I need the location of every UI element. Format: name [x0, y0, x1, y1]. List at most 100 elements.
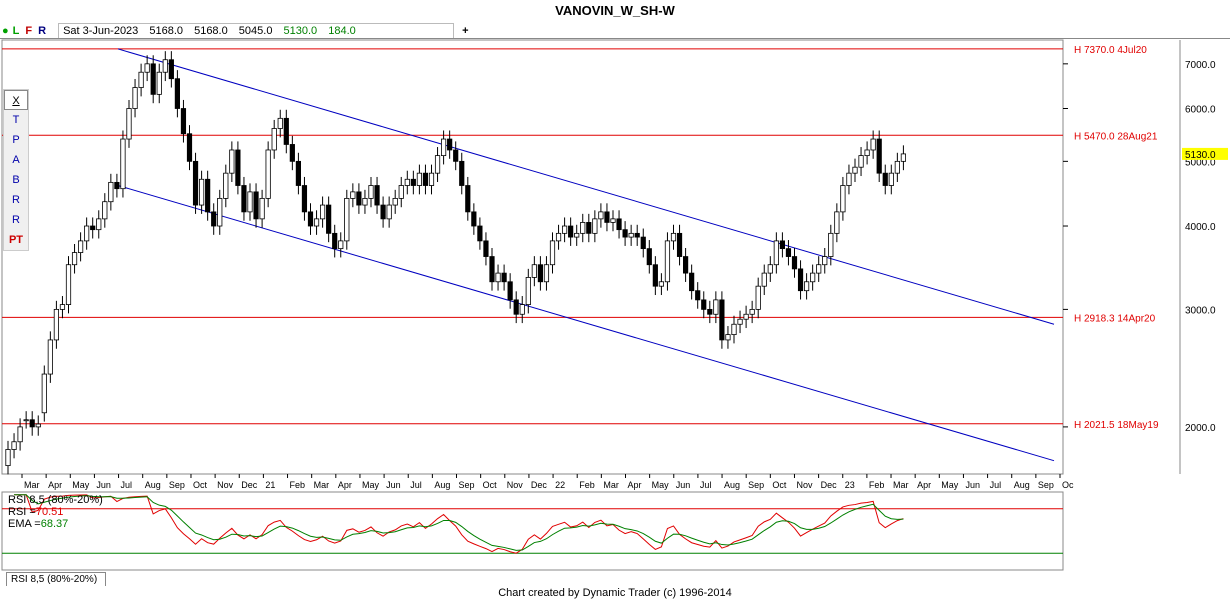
- candle: [840, 176, 846, 221]
- candle: [537, 256, 544, 291]
- bar-tool-icon[interactable]: B: [12, 174, 20, 186]
- candle-body: [894, 160, 900, 174]
- candle: [683, 247, 689, 282]
- candle-body: [78, 240, 84, 253]
- candle-body: [138, 71, 144, 88]
- candle-body: [259, 197, 265, 220]
- candle: [501, 264, 507, 291]
- x-tick-label: Apr: [338, 480, 352, 490]
- ratio-tool-icon[interactable]: R: [12, 194, 20, 206]
- candle: [326, 196, 332, 243]
- candle-body: [695, 290, 701, 301]
- candle: [646, 240, 652, 274]
- candle-body: [126, 108, 132, 140]
- candle: [622, 221, 628, 246]
- candle-body: [265, 149, 271, 199]
- trendline-tool-icon[interactable]: T: [12, 114, 20, 126]
- candle: [289, 135, 295, 171]
- ema-value: 68.37: [40, 518, 69, 530]
- candle: [525, 268, 531, 314]
- ohlc-close: 5130.0: [283, 25, 318, 37]
- candle-body: [810, 272, 816, 283]
- candle: [852, 158, 858, 183]
- candle-body: [162, 59, 168, 73]
- candle-body: [59, 304, 66, 310]
- candle: [138, 63, 144, 97]
- candle-body: [489, 256, 495, 283]
- add-plus-icon[interactable]: +: [462, 25, 469, 37]
- channel-line: [117, 185, 1055, 462]
- candle-body: [804, 281, 810, 292]
- abc-tool-icon[interactable]: A: [12, 154, 20, 166]
- x-tick-label: Apr: [48, 480, 62, 490]
- close-tools-button[interactable]: X: [4, 90, 28, 110]
- candle: [719, 291, 725, 349]
- candle-body: [428, 172, 435, 186]
- candle: [186, 125, 193, 171]
- candle: [374, 176, 380, 214]
- rsi-label: RSI: [8, 506, 27, 518]
- x-tick-label: Mar: [24, 480, 40, 490]
- f-button[interactable]: F: [25, 25, 33, 37]
- candle: [217, 189, 223, 235]
- candle-body: [96, 218, 102, 231]
- candle: [162, 51, 168, 82]
- status-dot-icon[interactable]: ●: [2, 25, 9, 37]
- candle-body: [604, 211, 610, 223]
- retrace-tool-icon[interactable]: R: [12, 214, 20, 226]
- candle-body: [828, 232, 834, 257]
- r-button[interactable]: R: [38, 25, 47, 37]
- candle-body: [562, 225, 568, 234]
- candle-body: [132, 87, 138, 109]
- candle: [241, 176, 247, 221]
- l-button[interactable]: L: [12, 25, 20, 37]
- candle-body: [217, 197, 223, 227]
- x-tick-label: Sep: [748, 480, 764, 490]
- candle-body: [247, 191, 253, 213]
- candle-body: [501, 272, 507, 283]
- candle-body: [114, 181, 120, 190]
- candle-body: [870, 138, 876, 151]
- candle-body: [816, 264, 822, 274]
- candle-body: [640, 236, 646, 250]
- candle-body: [198, 178, 205, 206]
- candle: [743, 305, 749, 329]
- y-tick-label: 6000.0: [1185, 105, 1216, 116]
- x-tick-label: Aug: [145, 480, 161, 490]
- candle-body: [374, 185, 380, 206]
- candle: [144, 55, 150, 82]
- candle-body: [150, 63, 156, 95]
- pattern-tool-icon[interactable]: PT: [8, 234, 24, 246]
- candle: [543, 256, 550, 291]
- candle: [422, 164, 429, 195]
- x-tick-label: Jul: [700, 480, 712, 490]
- x-tick-label: May: [652, 480, 670, 490]
- rsi-title: RSI 8,5 (80%-20%): [8, 494, 103, 506]
- candle-body: [822, 256, 828, 266]
- candle: [574, 224, 580, 246]
- candle: [610, 210, 616, 232]
- y-tick-label: 2000.0: [1185, 423, 1216, 434]
- x-tick-label: Oct: [483, 480, 498, 490]
- ohlc-open: 5168.0: [149, 25, 184, 37]
- candle: [616, 210, 622, 239]
- candle: [416, 164, 423, 195]
- candle-body: [737, 318, 743, 325]
- candle-body: [791, 256, 798, 270]
- candle-body: [713, 299, 719, 315]
- parallel-tool-icon[interactable]: P: [12, 134, 20, 146]
- candle: [168, 51, 174, 88]
- y-tick-label: 5000.0: [1185, 157, 1216, 168]
- candle-body: [840, 185, 846, 213]
- candle-body: [120, 138, 126, 190]
- candle-body: [295, 160, 302, 186]
- candle-body: [767, 264, 773, 274]
- candle-body: [664, 240, 671, 283]
- x-tick-label: Mar: [603, 480, 619, 490]
- x-tick-label: Aug: [724, 480, 740, 490]
- x-tick-label: 23: [845, 480, 855, 490]
- candle: [108, 173, 114, 211]
- tab-rsi[interactable]: RSI 8,5 (80%-20%): [6, 572, 107, 586]
- candle-body: [235, 149, 241, 186]
